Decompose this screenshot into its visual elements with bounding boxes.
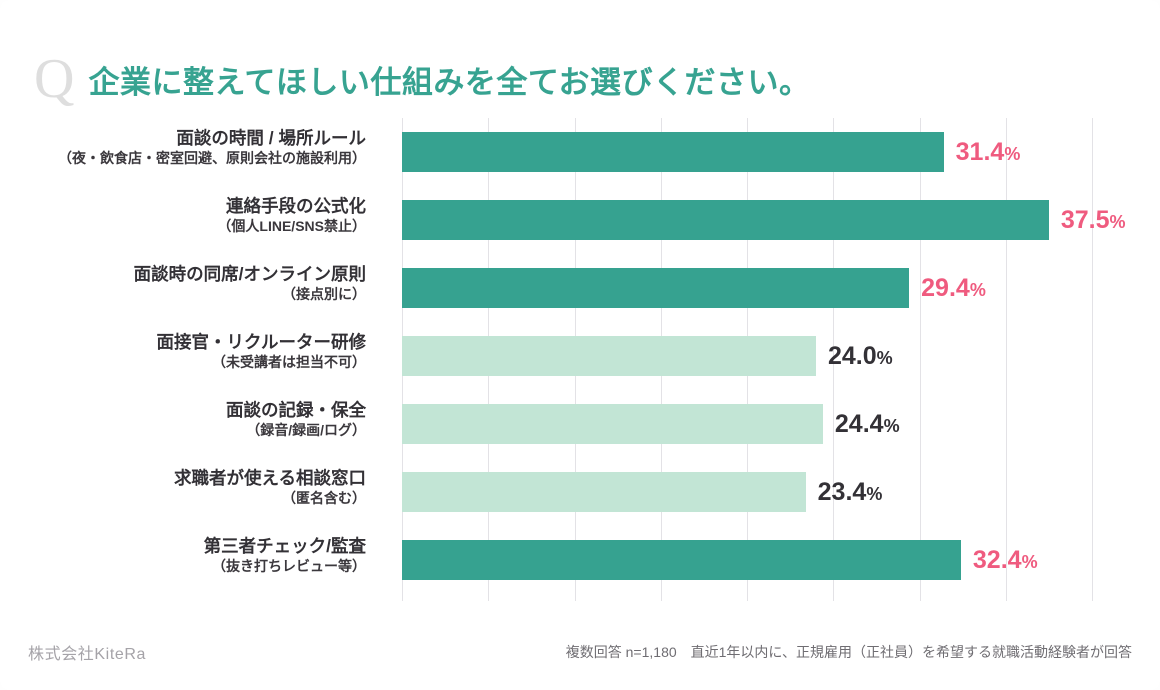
category-label-main: 面接官・リクルーター研修: [156, 332, 366, 352]
percent-sign: %: [969, 279, 986, 300]
category-label-sub: （抜き打ちレビュー等）: [212, 558, 366, 575]
category-label-main: 第三者チェック/監査: [203, 536, 366, 556]
survey-note: 複数回答 n=1,180 直近1年以内に、正規雇用（正社員）を希望する就職活動経…: [565, 644, 1132, 660]
percent-sign: %: [866, 483, 883, 504]
category-label-main: 面談の記録・保全: [226, 400, 366, 420]
category-label: 求職者が使える相談窓口 （匿名含む）: [36, 467, 366, 508]
bar-value-label: 29.4%: [921, 273, 986, 302]
chart-footer: 株式会社KiteRa 複数回答 n=1,180 直近1年以内に、正規雇用（正社員…: [0, 640, 1160, 670]
category-label: 面談の記録・保全 （録音/録画/ログ）: [36, 399, 366, 440]
bar[interactable]: [402, 200, 1049, 240]
percent-sign: %: [1004, 143, 1021, 164]
category-label-sub: （接点別に）: [282, 286, 366, 303]
category-label-main: 求職者が使える相談窓口: [174, 468, 366, 488]
category-label: 面接官・リクルーター研修 （未受講者は担当不可）: [36, 331, 366, 372]
bar-value-number: 29.4: [921, 273, 970, 302]
bar-value-label: 37.5%: [1060, 205, 1126, 234]
percent-sign: %: [883, 415, 900, 436]
bar-value-number: 23.4: [817, 477, 867, 506]
bar-chart: 面談の時間 / 場所ルール （夜・飲食店・密室回避、原則会社の施設利用） 31.4%…: [0, 118, 1160, 618]
percent-sign: %: [876, 347, 893, 368]
category-label-main: 面談時の同席/オンライン原則: [133, 264, 366, 284]
bar-value-label: 32.4%: [972, 545, 1038, 574]
category-label-sub: （夜・飲食店・密室回避、原則会社の施設利用）: [58, 150, 366, 167]
bar-row: 求職者が使える相談窓口 （匿名含む） 23.4%: [0, 458, 1160, 526]
category-label: 面談時の同席/オンライン原則 （接点別に）: [36, 263, 366, 304]
bar-value-number: 24.0: [828, 341, 877, 370]
category-label-sub: （未受講者は担当不可）: [212, 354, 366, 371]
page-title: 企業に整えてほしい仕組みを全てお選びください。: [88, 64, 811, 100]
bar-rows: 面談の時間 / 場所ルール （夜・飲食店・密室回避、原則会社の施設利用） 31.4%…: [0, 118, 1160, 594]
bar-container: 23.4%: [402, 472, 882, 512]
bar-container: 29.4%: [402, 268, 986, 308]
category-label-sub: （個人LINE/SNS禁止）: [217, 218, 366, 235]
bar[interactable]: [402, 404, 823, 444]
bar-container: 24.0%: [402, 336, 893, 376]
bar-value-label: 31.4%: [955, 137, 1021, 166]
category-label: 第三者チェック/監査 （抜き打ちレビュー等）: [36, 535, 366, 576]
chart-header: Q 企業に整えてほしい仕組みを全てお選びください。: [34, 36, 810, 123]
bar-row: 面談の記録・保全 （録音/録画/ログ） 24.4%: [0, 390, 1160, 458]
category-label-main: 面談の時間 / 場所ルール: [176, 128, 366, 148]
category-label-sub: （録音/録画/ログ）: [246, 422, 366, 439]
bar-container: 37.5%: [402, 200, 1126, 240]
bar-value-label: 23.4%: [817, 477, 883, 506]
category-label: 面談の時間 / 場所ルール （夜・飲食店・密室回避、原則会社の施設利用）: [36, 127, 366, 168]
bar-row: 第三者チェック/監査 （抜き打ちレビュー等） 32.4%: [0, 526, 1160, 594]
percent-sign: %: [1021, 551, 1038, 572]
bar-value-number: 24.4: [834, 409, 884, 438]
bar-value-number: 31.4: [955, 137, 1005, 166]
brand-label: 株式会社KiteRa: [28, 646, 147, 663]
question-mark-icon: Q: [34, 48, 75, 111]
bar[interactable]: [402, 132, 944, 172]
bar-row: 連絡手段の公式化 （個人LINE/SNS禁止） 37.5%: [0, 186, 1160, 254]
bar[interactable]: [402, 268, 910, 308]
bar-row: 面談の時間 / 場所ルール （夜・飲食店・密室回避、原則会社の施設利用） 31.4%: [0, 118, 1160, 186]
bar-value-number: 37.5: [1060, 205, 1110, 234]
bar-value-label: 24.0%: [828, 341, 893, 370]
bar-value-label: 24.4%: [834, 409, 900, 438]
category-label-sub: （匿名含む）: [282, 490, 366, 507]
bar-row: 面接官・リクルーター研修 （未受講者は担当不可） 24.0%: [0, 322, 1160, 390]
bar-container: 32.4%: [402, 540, 1038, 580]
bar[interactable]: [402, 472, 806, 512]
bar[interactable]: [402, 540, 961, 580]
bar-row: 面談時の同席/オンライン原則 （接点別に） 29.4%: [0, 254, 1160, 322]
category-label-main: 連絡手段の公式化: [226, 196, 366, 216]
bar[interactable]: [402, 336, 816, 376]
bar-container: 24.4%: [402, 404, 900, 444]
percent-sign: %: [1109, 211, 1126, 232]
category-label: 連絡手段の公式化 （個人LINE/SNS禁止）: [36, 195, 366, 236]
bar-value-number: 32.4: [972, 545, 1022, 574]
bar-container: 31.4%: [402, 132, 1020, 172]
